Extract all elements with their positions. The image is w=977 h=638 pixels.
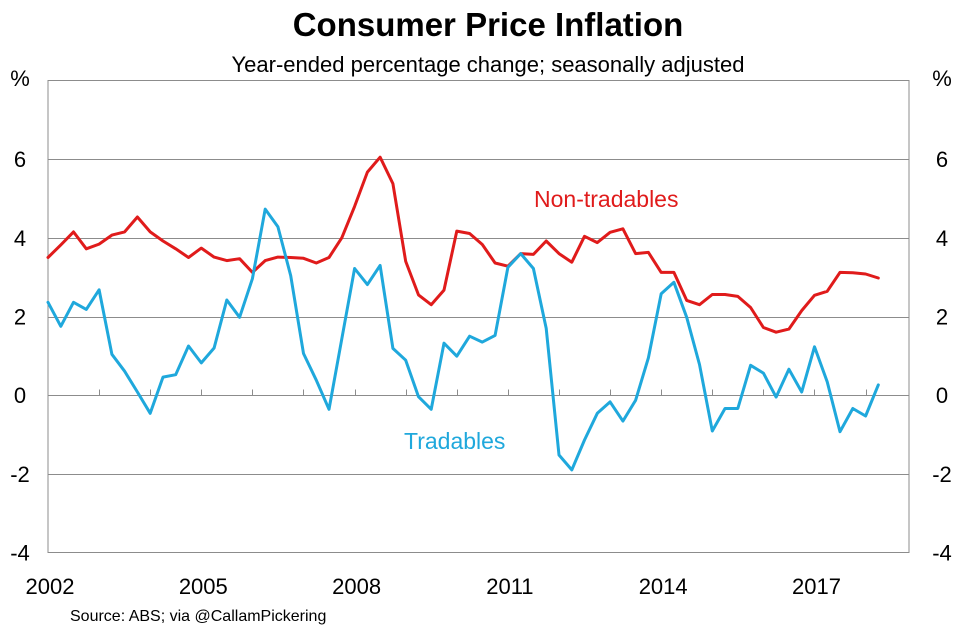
y-tick-label-right: -2: [932, 462, 952, 487]
y-tick-label-right: 4: [936, 226, 948, 251]
gridlines: [48, 159, 909, 475]
x-tick-label: 2014: [639, 574, 688, 599]
y-tick-label-left: -2: [10, 462, 30, 487]
series-label-non-tradables: Non-tradables: [534, 186, 678, 212]
y-axis-unit-right: %: [932, 66, 952, 91]
x-axis-tick-marks: [99, 389, 867, 396]
chart-title: Consumer Price Inflation: [293, 6, 684, 43]
x-tick-label: 2002: [26, 574, 75, 599]
series-lines: [46, 155, 880, 472]
series-line-tradables: [46, 207, 880, 472]
y-tick-label-right: -4: [932, 541, 952, 566]
y-tick-label-right: 6: [936, 147, 948, 172]
chart-subtitle: Year-ended percentage change; seasonally…: [232, 52, 745, 77]
y-tick-label-right: 0: [936, 383, 948, 408]
y-tick-label-right: 2: [936, 305, 948, 330]
y-axis-right: -4 -2 0 2 4 6: [932, 147, 952, 565]
x-tick-label: 2005: [179, 574, 228, 599]
y-tick-label-left: -4: [10, 541, 30, 566]
x-tick-label: 2008: [332, 574, 381, 599]
y-tick-label-left: 4: [14, 226, 26, 251]
x-tick-label: 2011: [486, 574, 533, 599]
series-label-tradables: Tradables: [404, 428, 505, 454]
y-tick-label-left: 0: [14, 383, 26, 408]
series-line-non-tradables: [46, 155, 880, 334]
y-tick-label-left: 2: [14, 305, 26, 330]
x-tick-label: 2017: [792, 574, 841, 599]
y-axis-left: -4 -2 0 2 4 6: [10, 147, 30, 565]
y-tick-label-left: 6: [14, 147, 26, 172]
y-axis-unit-left: %: [10, 66, 30, 91]
x-axis: 2002 2005 2008 2011 2014 2017: [26, 574, 841, 599]
source-note: Source: ABS; via @CallamPickering: [70, 608, 326, 625]
series-points-non-tradables: [48, 157, 879, 332]
plot-frame: [47, 80, 910, 553]
